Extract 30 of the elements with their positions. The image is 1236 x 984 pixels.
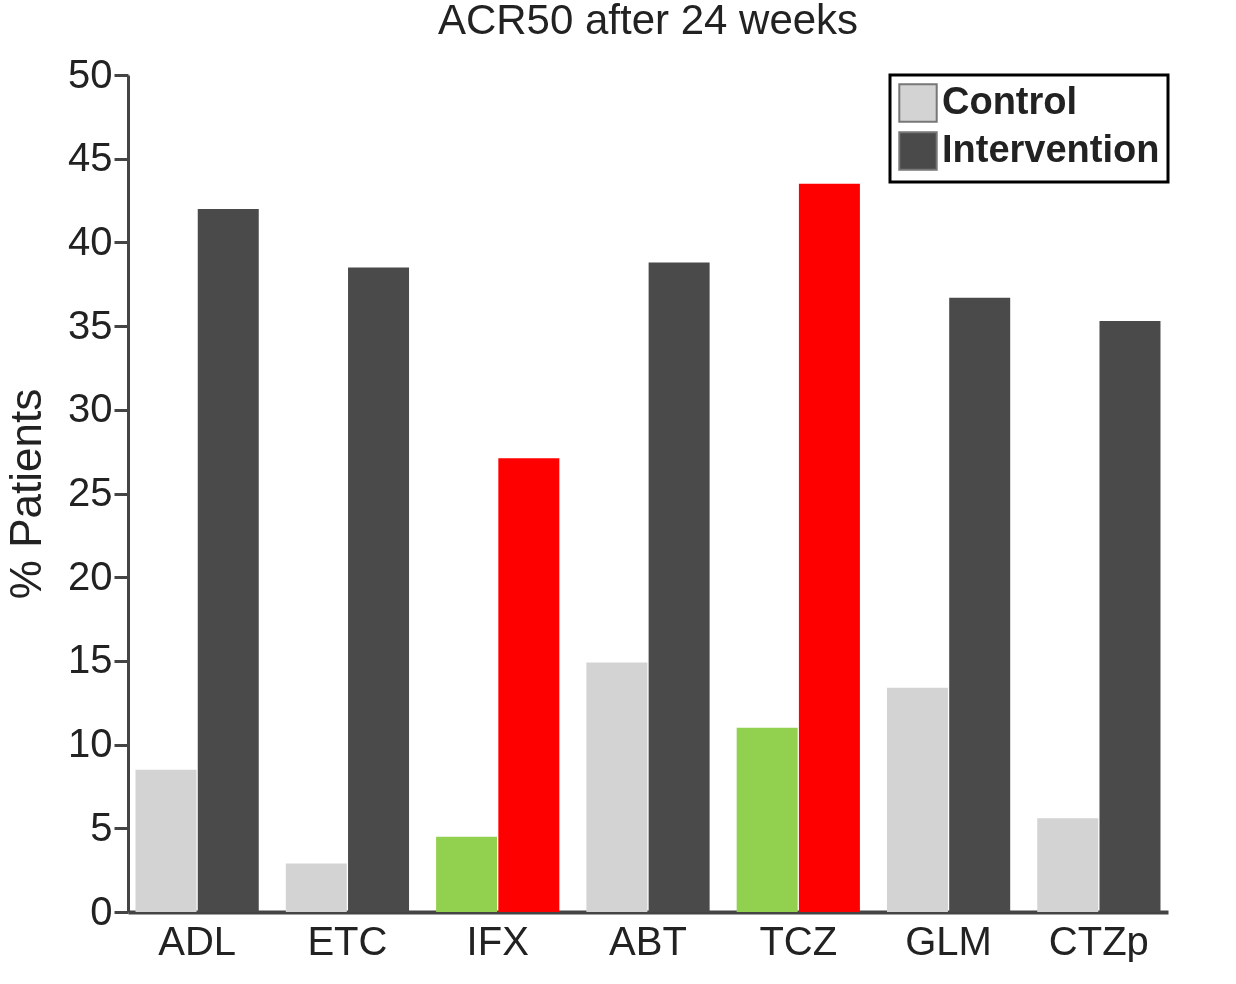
bar [1037,818,1099,912]
y-tick-label: 25 [68,470,113,514]
x-tick-label: ADL [158,918,237,963]
y-tick-label: 40 [68,218,113,263]
x-tick-label: GLM [905,918,992,963]
y-tick-label: 0 [90,888,113,933]
bar [798,183,860,912]
x-tick-label: ETC [307,918,388,963]
bar [285,863,347,912]
x-tick-label: TCZ [759,918,838,963]
chart-title: ACR50 after 24 weeks [437,0,859,43]
y-tick-label: 45 [68,135,113,180]
bar [498,458,560,912]
y-tick-label: 15 [68,637,113,682]
bar [736,727,798,912]
y-tick-label: 35 [68,302,113,347]
y-axis-title: % Patients [1,388,51,600]
y-tick-label: 20 [68,553,113,598]
bar [586,662,648,912]
y-tick-label: 5 [90,804,113,849]
legend-label: Control [942,80,1078,122]
legend-label: Intervention [942,128,1160,170]
bar [135,769,197,912]
y-tick-label: 10 [68,721,113,766]
bar [436,836,498,912]
y-tick-label: 50 [68,51,113,96]
x-tick-label: IFX [466,918,529,963]
x-tick-label: ABT [609,918,687,963]
y-tick-label: 30 [68,386,113,431]
bar [886,687,948,912]
